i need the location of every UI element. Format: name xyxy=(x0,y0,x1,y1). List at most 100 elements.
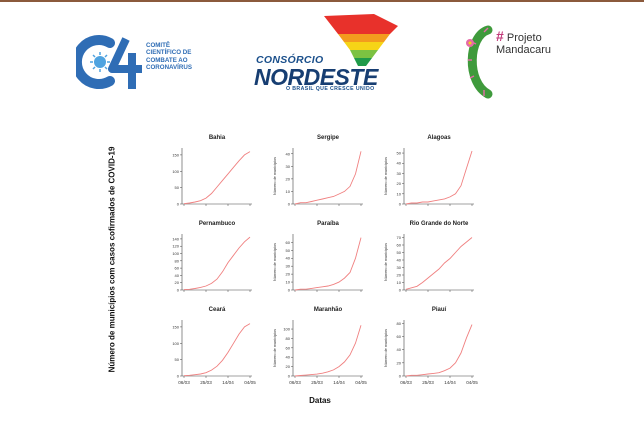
panel-ylabel-paraiba: Número de municípios xyxy=(273,243,277,281)
y-tick-label-piaui: 40 xyxy=(397,347,402,352)
series-line-pernambuco xyxy=(183,236,251,291)
y-tick-label-ceara: 150 xyxy=(172,324,179,329)
y-tick-label-pernambuco: 0 xyxy=(177,288,180,293)
panel-ylabel-sergipe: Número de municípios xyxy=(273,157,277,195)
y-tick-label-rio-grande-do-norte: 30 xyxy=(397,265,402,270)
y-tick-label-pernambuco: 100 xyxy=(172,251,179,256)
x-tick-label-piaui: 06/03 xyxy=(400,380,412,385)
nordeste-tagline: O BRASIL QUE CRESCE UNIDO xyxy=(286,86,375,92)
y-tick-label-alagoas: 0 xyxy=(399,202,402,207)
top-rule xyxy=(0,0,644,2)
x-tick-label-maranhao: 14/04 xyxy=(333,380,345,385)
y-tick-label-maranhao: 0 xyxy=(288,374,291,379)
panel-title-maranhao: Maranhão xyxy=(314,307,343,313)
y-tick-label-rio-grande-do-norte: 60 xyxy=(397,243,402,248)
y-tick-label-paraiba: 50 xyxy=(286,248,291,253)
y-tick-label-alagoas: 20 xyxy=(397,181,402,186)
y-tick-label-pernambuco: 60 xyxy=(175,266,180,271)
y-tick-label-maranhao: 80 xyxy=(286,336,291,341)
series-line-bahia xyxy=(183,151,251,205)
y-tick-label-piaui: 60 xyxy=(397,334,402,339)
y-tick-label-piaui: 80 xyxy=(397,321,402,326)
y-tick-label-maranhao: 60 xyxy=(286,345,291,350)
mandacaru-line2: Mandacaru xyxy=(496,44,552,56)
x-tick-label-ceara: 04/05 xyxy=(244,380,256,385)
y-tick-label-rio-grande-do-norte: 70 xyxy=(397,235,402,240)
x-tick-label-maranhao: 04/05 xyxy=(355,380,367,385)
x-tick-label-ceara: 06/03 xyxy=(178,380,190,385)
panel-title-sergipe: Sergipe xyxy=(317,135,340,141)
y-tick-label-maranhao: 100 xyxy=(283,327,290,332)
panel-title-bahia: Bahia xyxy=(209,135,226,141)
y-tick-label-alagoas: 30 xyxy=(397,171,402,176)
x-tick-label-ceara: 25/03 xyxy=(200,380,212,385)
panel-title-alagoas: Alagoas xyxy=(427,135,451,141)
cactus-logo-icon xyxy=(466,25,493,99)
mandacaru-hash: # xyxy=(496,28,504,44)
y-tick-label-sergipe: 10 xyxy=(286,189,291,194)
series-line-alagoas xyxy=(405,150,473,205)
y-tick-label-alagoas: 40 xyxy=(397,161,402,166)
nordeste-consorcio-text: CONSÓRCIO xyxy=(256,54,324,66)
y-tick-label-maranhao: 20 xyxy=(286,364,291,369)
x-tick-label-maranhao: 25/03 xyxy=(311,380,323,385)
y-tick-label-rio-grande-do-norte: 10 xyxy=(397,280,402,285)
y-tick-label-ceara: 0 xyxy=(177,374,180,379)
y-tick-label-pernambuco: 80 xyxy=(175,258,180,263)
y-tick-label-maranhao: 40 xyxy=(286,355,291,360)
y-tick-label-sergipe: 30 xyxy=(286,164,291,169)
y-tick-label-ceara: 50 xyxy=(175,357,180,362)
y-tick-label-rio-grande-do-norte: 20 xyxy=(397,273,402,278)
x-axis-title: Datas xyxy=(309,396,331,405)
y-tick-label-paraiba: 30 xyxy=(286,264,291,269)
nordeste-logo: CONSÓRCIO NORDESTE O BRASIL QUE CRESCE U… xyxy=(252,12,412,92)
y-tick-label-paraiba: 10 xyxy=(286,280,291,285)
y-tick-label-paraiba: 60 xyxy=(286,240,291,245)
y-tick-label-rio-grande-do-norte: 40 xyxy=(397,258,402,263)
x-tick-label-piaui: 14/04 xyxy=(444,380,456,385)
panel-ylabel-piaui: Número de municípios xyxy=(384,329,388,367)
panel-ylabel-rio-grande-do-norte: Número de municípios xyxy=(384,243,388,281)
y-tick-label-bahia: 100 xyxy=(172,169,179,174)
series-line-ceara xyxy=(183,323,251,377)
y-tick-label-rio-grande-do-norte: 0 xyxy=(399,288,402,293)
y-tick-label-sergipe: 0 xyxy=(288,202,291,207)
nordeste-main-text: NORDESTE xyxy=(254,64,378,90)
y-tick-label-pernambuco: 40 xyxy=(175,273,180,278)
series-line-sergipe xyxy=(294,151,362,205)
series-line-piaui xyxy=(405,324,473,377)
y-tick-label-pernambuco: 20 xyxy=(175,280,180,285)
y-tick-label-sergipe: 40 xyxy=(286,151,291,156)
panel-title-rio-grande-do-norte: Rio Grande do Norte xyxy=(410,221,469,227)
panel-ylabel-alagoas: Número de municípios xyxy=(384,157,388,195)
y-tick-label-pernambuco: 120 xyxy=(172,244,179,249)
panel-title-ceara: Ceará xyxy=(209,307,226,313)
y-tick-label-pernambuco: 140 xyxy=(172,236,179,241)
y-axis-title: Número de municípios com casos cofirmado… xyxy=(107,146,117,373)
c4-virus-logo-icon xyxy=(76,35,142,89)
y-tick-label-bahia: 50 xyxy=(175,185,180,190)
series-line-rio-grande-do-norte xyxy=(405,237,473,290)
x-tick-label-piaui: 25/03 xyxy=(422,380,434,385)
y-tick-label-bahia: 0 xyxy=(177,202,180,207)
panel-title-pernambuco: Pernambuco xyxy=(199,221,236,227)
y-tick-label-alagoas: 50 xyxy=(397,151,402,156)
panel-ylabel-maranhao: Número de municípios xyxy=(273,329,277,367)
panel-title-paraiba: Paraíba xyxy=(317,221,339,227)
y-tick-label-sergipe: 20 xyxy=(286,176,291,181)
y-tick-label-bahia: 150 xyxy=(172,152,179,157)
mandacaru-line1: Projeto xyxy=(506,32,542,44)
y-tick-label-paraiba: 20 xyxy=(286,272,291,277)
x-tick-label-ceara: 14/04 xyxy=(222,380,234,385)
c4-logo-text: COMITÊ CIENTÍFICO DE COMBATE AO CORONAVÍ… xyxy=(146,42,192,71)
y-tick-label-paraiba: 0 xyxy=(288,288,291,293)
y-tick-label-piaui: 20 xyxy=(397,360,402,365)
nordeste-map-logo-icon xyxy=(324,14,398,66)
panel-title-piaui: Piauí xyxy=(432,307,447,313)
series-line-paraiba xyxy=(294,237,362,291)
x-tick-label-piaui: 04/05 xyxy=(466,380,478,385)
y-tick-label-alagoas: 10 xyxy=(397,191,402,196)
series-line-maranhao xyxy=(294,325,362,377)
y-tick-label-paraiba: 40 xyxy=(286,256,291,261)
